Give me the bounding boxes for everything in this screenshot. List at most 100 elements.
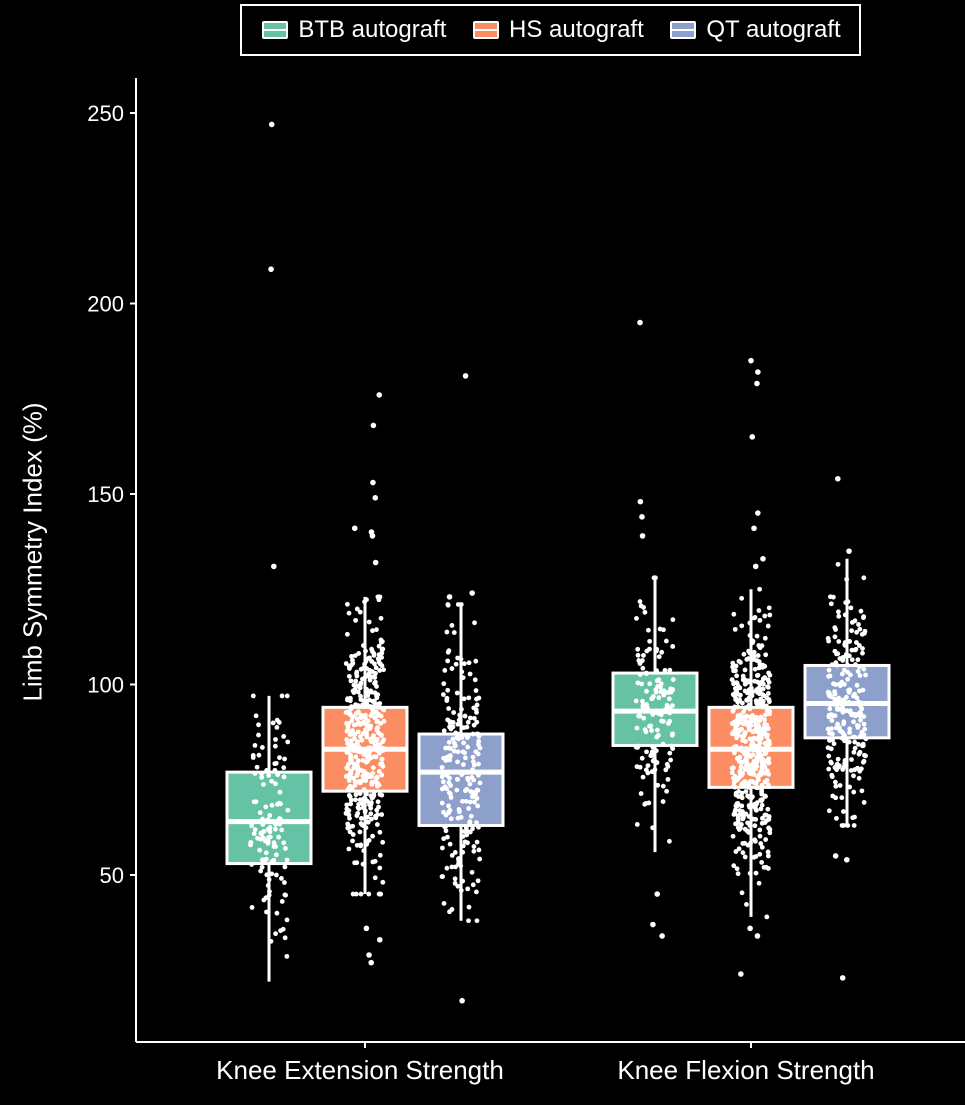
data-point <box>756 723 761 728</box>
data-point <box>445 658 451 664</box>
data-point <box>764 777 770 783</box>
outlier-point <box>650 921 656 928</box>
data-point <box>345 724 351 730</box>
data-point <box>445 717 451 723</box>
data-point <box>842 612 848 618</box>
data-point <box>256 732 261 738</box>
data-point <box>446 745 452 751</box>
data-point <box>449 666 455 671</box>
data-point <box>269 778 275 784</box>
data-point <box>669 732 675 738</box>
data-point <box>747 697 753 703</box>
data-point <box>732 728 738 734</box>
data-point <box>759 859 765 865</box>
data-point <box>828 746 834 752</box>
data-point <box>346 663 352 669</box>
data-point <box>750 768 756 774</box>
data-point <box>747 706 753 712</box>
data-point <box>749 693 755 699</box>
data-point <box>741 715 747 720</box>
data-point <box>753 816 759 822</box>
data-point <box>471 844 477 849</box>
data-point <box>637 660 643 666</box>
data-point <box>755 653 761 658</box>
box-group <box>707 357 795 977</box>
data-point <box>372 875 378 881</box>
x-ticks: Knee Extension Strength Knee Flexion Stre… <box>216 1042 875 1085</box>
data-point <box>356 744 362 750</box>
data-point <box>378 615 384 621</box>
data-point <box>746 794 752 800</box>
data-point <box>643 767 649 773</box>
data-point <box>252 771 258 776</box>
data-point <box>845 662 850 668</box>
data-point <box>847 688 853 693</box>
data-point <box>847 708 853 714</box>
data-point <box>640 774 646 780</box>
data-point <box>855 657 861 663</box>
data-point <box>369 780 375 785</box>
data-point <box>659 718 664 724</box>
data-point <box>765 726 771 731</box>
data-point <box>446 769 452 775</box>
outlier-point <box>755 510 761 516</box>
data-point <box>861 714 867 719</box>
data-point <box>766 605 772 611</box>
data-point <box>746 830 752 835</box>
data-point <box>467 799 473 805</box>
data-point <box>346 610 352 616</box>
data-point <box>764 914 770 920</box>
data-point <box>650 744 656 750</box>
data-point <box>253 799 259 805</box>
data-point <box>758 745 764 751</box>
data-point <box>359 822 365 827</box>
legend-label-hs: HS autograft <box>509 16 644 43</box>
data-point <box>452 880 458 886</box>
data-point <box>376 594 382 600</box>
data-point <box>467 781 473 787</box>
data-point <box>862 628 868 634</box>
data-point <box>346 808 352 814</box>
data-point <box>855 741 861 747</box>
data-point <box>665 776 671 782</box>
data-point <box>463 755 468 761</box>
data-point <box>451 630 457 635</box>
data-point <box>764 770 770 776</box>
data-point <box>752 823 758 829</box>
data-point <box>634 725 640 731</box>
y-tick-label: 200 <box>87 292 124 317</box>
data-point <box>446 790 452 796</box>
data-point <box>826 753 832 759</box>
data-point <box>351 690 357 695</box>
data-point <box>738 764 744 770</box>
data-point <box>833 783 839 789</box>
data-point <box>277 816 282 821</box>
data-point <box>637 672 643 677</box>
data-point <box>349 654 354 659</box>
data-point <box>637 599 643 604</box>
data-point <box>828 601 834 607</box>
data-point <box>846 700 852 705</box>
data-point <box>347 732 353 738</box>
data-point <box>266 773 272 778</box>
data-point <box>460 798 465 804</box>
data-point <box>366 704 372 710</box>
data-point <box>444 786 450 792</box>
data-point <box>761 676 766 682</box>
data-point <box>371 651 377 656</box>
data-point <box>467 715 473 721</box>
data-point <box>639 681 645 687</box>
data-point <box>364 687 370 692</box>
data-point <box>476 847 482 853</box>
legend-item-btb: BTB autograft <box>260 16 446 44</box>
data-point <box>742 766 748 772</box>
data-point <box>358 891 364 897</box>
data-point <box>757 833 763 839</box>
data-point <box>666 721 671 726</box>
box <box>417 732 505 827</box>
data-point <box>250 693 256 699</box>
data-point <box>766 760 772 766</box>
data-point <box>757 772 762 778</box>
data-point <box>743 755 749 761</box>
data-point <box>763 652 769 658</box>
